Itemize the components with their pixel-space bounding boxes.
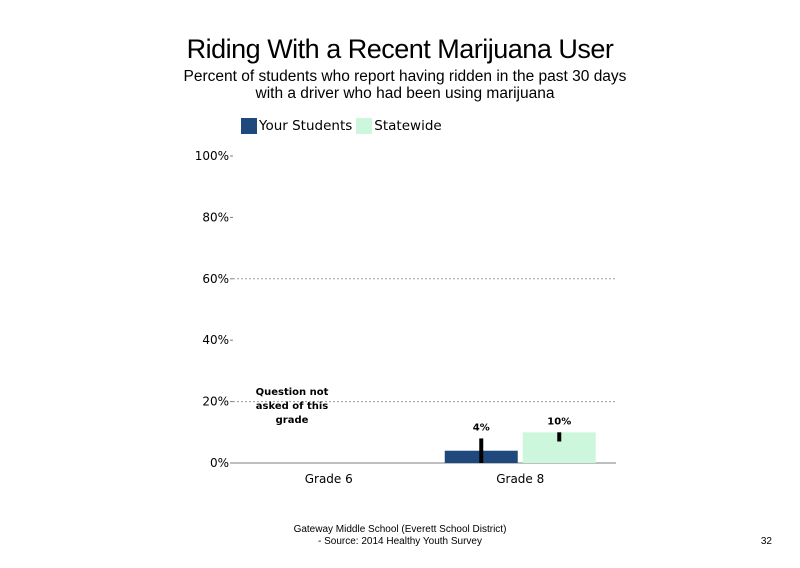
y-tick-label: 60% <box>202 272 229 286</box>
chart-subtitle: Percent of students who report having ri… <box>183 68 627 102</box>
y-tick-label: 40% <box>202 333 229 347</box>
page-number: 32 <box>760 536 772 547</box>
legend: Your Students Statewide <box>241 118 446 134</box>
legend-label-statewide: Statewide <box>374 118 442 134</box>
legend-item-statewide: Statewide <box>356 118 442 134</box>
y-tick-label: 80% <box>202 210 229 224</box>
data-label: 4% <box>473 422 490 433</box>
chart-title: Riding With a Recent Marijuana User <box>186 34 614 64</box>
footer-school: Gateway Middle School (Everett School Di… <box>293 524 507 535</box>
error-bar <box>479 438 484 463</box>
footer-source: - Source: 2014 Healthy Youth Survey <box>318 536 482 547</box>
y-tick-label: 0% <box>210 456 229 470</box>
y-tick-label: 20% <box>202 395 229 409</box>
legend-swatch-your-students <box>241 118 257 134</box>
error-bar <box>557 432 562 442</box>
legend-item-your-students: Your Students <box>241 118 352 134</box>
legend-swatch-statewide <box>356 118 373 134</box>
footer: Gateway Middle School (Everett School Di… <box>0 524 800 548</box>
x-tick-label: Grade 8 <box>496 472 544 486</box>
legend-label-your-students: Your Students <box>259 118 353 134</box>
data-label: 10% <box>547 416 571 427</box>
y-tick-label: 100% <box>195 149 229 163</box>
x-tick-label: Grade 6 <box>305 472 353 486</box>
not-asked-annotation: Question not asked of this grade <box>255 387 329 426</box>
